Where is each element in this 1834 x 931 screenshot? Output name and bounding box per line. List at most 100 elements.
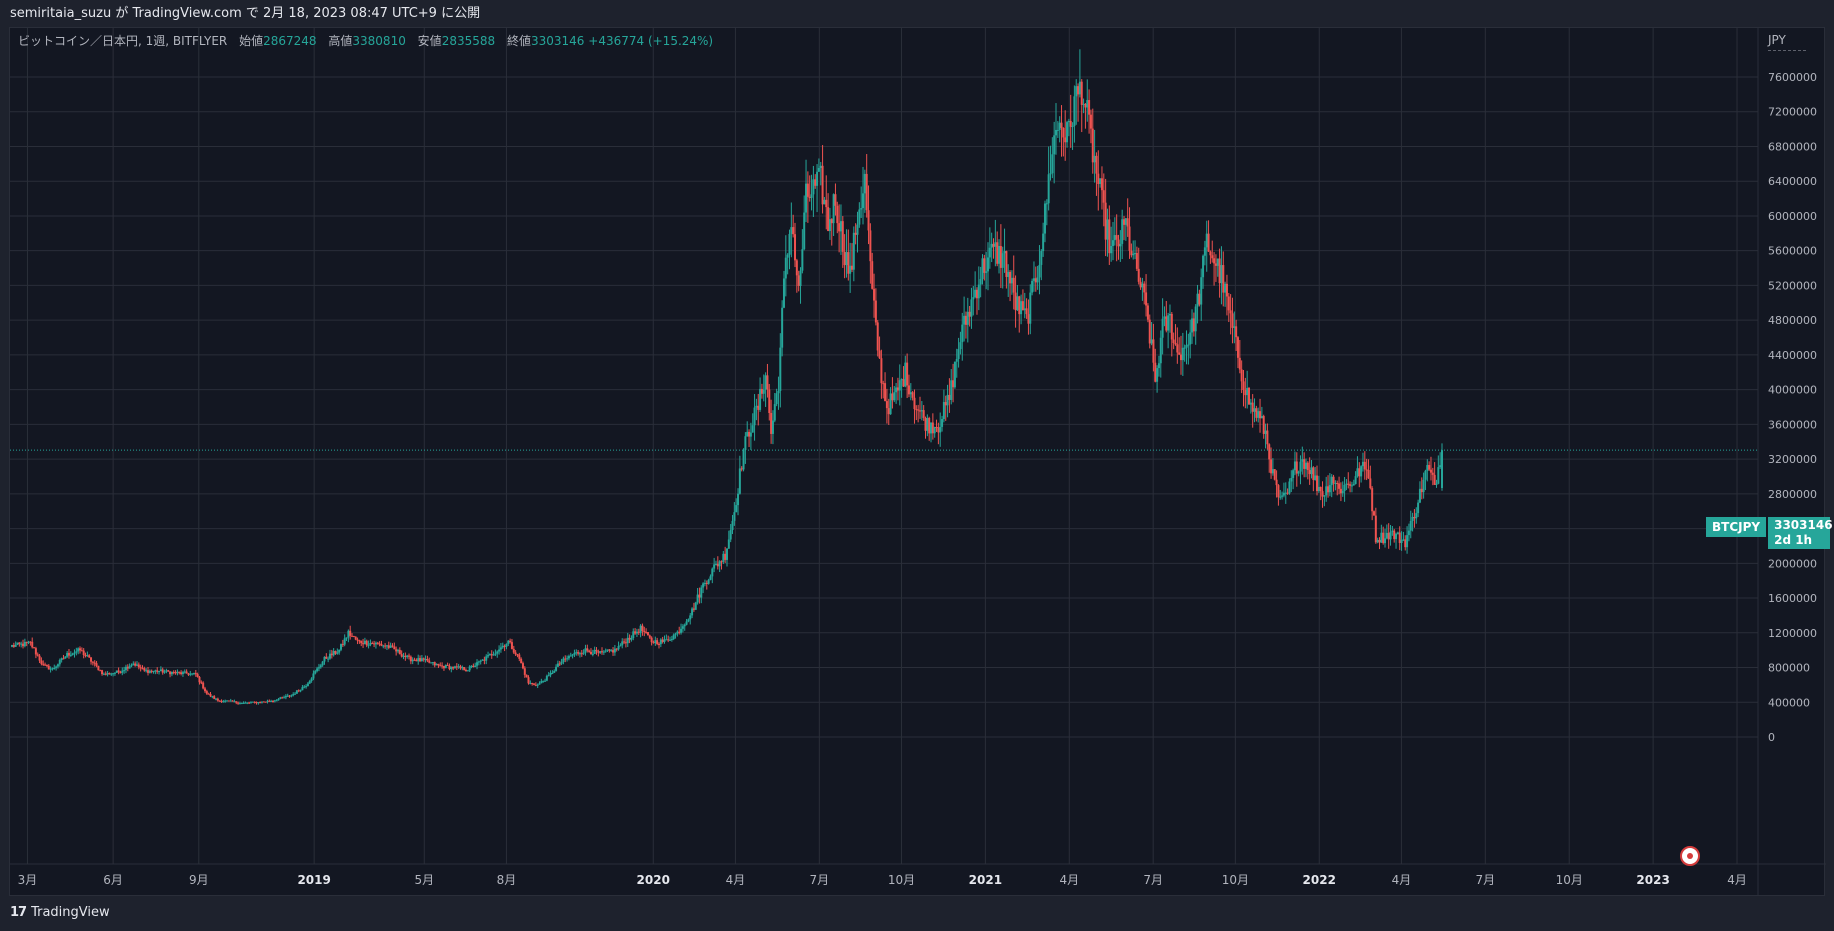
candle-body xyxy=(542,680,545,682)
candle xyxy=(358,639,361,644)
price-tick-label: 0 xyxy=(1768,731,1775,744)
candle-body xyxy=(112,673,115,675)
candle-body xyxy=(670,639,673,641)
candle xyxy=(838,204,841,253)
candle xyxy=(617,641,620,651)
candle xyxy=(623,638,626,644)
grid-lines xyxy=(10,28,1758,864)
candle-body xyxy=(816,171,819,186)
candle-body xyxy=(1148,319,1151,344)
candle xyxy=(18,642,21,647)
candle xyxy=(321,660,324,667)
candle-body xyxy=(93,662,96,664)
candle-body xyxy=(1049,173,1052,175)
candle xyxy=(819,161,822,186)
candle-body xyxy=(1192,318,1195,332)
currency-label[interactable]: JPY xyxy=(1768,33,1806,51)
candle xyxy=(356,637,359,645)
tradingview-logo[interactable]: 17 TradingView xyxy=(10,905,110,920)
candle xyxy=(73,649,76,658)
candle-body xyxy=(961,324,964,343)
candle xyxy=(1431,467,1434,486)
candle-body xyxy=(801,249,804,271)
high-label: 高値 xyxy=(328,34,353,48)
candle xyxy=(66,650,69,658)
candlestick-chart[interactable]: 0400000800000120000016000002000000240000… xyxy=(10,28,1826,897)
candle-body xyxy=(896,387,899,391)
candle xyxy=(492,651,495,656)
candle xyxy=(113,672,116,676)
time-axis-labels: 3月 6月 9月 2019 5月 8月 2020 4月 7月 10月 2021 4月 7月 10月 2022… xyxy=(18,873,1747,887)
candle xyxy=(1069,94,1072,148)
candle xyxy=(1156,365,1159,393)
candle-body xyxy=(481,659,484,661)
candle-body xyxy=(154,670,157,672)
candle-body xyxy=(1077,86,1080,95)
candle-series xyxy=(11,49,1443,705)
candle xyxy=(527,675,530,685)
candle xyxy=(340,643,343,652)
record-icon[interactable] xyxy=(1680,846,1700,866)
candle xyxy=(578,651,581,658)
candle xyxy=(42,660,45,667)
candle-body xyxy=(514,652,517,655)
candle xyxy=(325,653,328,659)
candle-body xyxy=(661,639,664,642)
candle xyxy=(1060,105,1063,157)
candle-body xyxy=(128,666,131,669)
chart-frame[interactable]: 0400000800000120000016000002000000240000… xyxy=(9,27,1826,897)
candle-body xyxy=(385,645,388,647)
candle-body xyxy=(1023,308,1026,311)
candle-body xyxy=(560,662,563,664)
candle-body xyxy=(683,624,686,627)
candle-body xyxy=(402,655,405,657)
candle xyxy=(498,645,501,655)
candle-body xyxy=(1126,218,1129,227)
price-tick-label: 4400000 xyxy=(1768,349,1817,362)
candle xyxy=(680,623,683,635)
candle xyxy=(689,613,692,625)
candle xyxy=(240,702,243,705)
candle-body xyxy=(25,641,28,643)
candle-body xyxy=(328,653,331,659)
brand-name: TradingView xyxy=(31,905,110,920)
candle xyxy=(79,646,82,654)
candle-body xyxy=(702,583,705,588)
candle xyxy=(926,414,929,437)
candle xyxy=(1349,481,1352,493)
candle-body xyxy=(597,651,600,653)
candle xyxy=(900,378,903,398)
candle-body xyxy=(1420,488,1423,493)
candle-body xyxy=(1056,129,1059,131)
candle xyxy=(1027,299,1030,335)
candle-body xyxy=(990,243,993,248)
candle xyxy=(547,672,550,677)
candle xyxy=(1016,285,1019,312)
candle xyxy=(200,680,203,685)
candle-body xyxy=(1152,339,1155,363)
candle-body xyxy=(999,246,1002,268)
candle-body xyxy=(145,670,148,672)
candle xyxy=(34,646,37,659)
candle xyxy=(542,680,545,683)
candle xyxy=(170,671,173,677)
candle-body xyxy=(200,682,203,684)
candle-body xyxy=(301,687,304,691)
candle xyxy=(540,678,543,684)
candle-body xyxy=(1075,86,1078,97)
candle xyxy=(1437,455,1440,485)
candle xyxy=(1236,336,1239,369)
candle-body xyxy=(435,663,438,666)
candle-body xyxy=(1407,530,1410,536)
candle-body xyxy=(988,247,991,258)
candle xyxy=(1049,145,1052,181)
candle xyxy=(770,399,773,444)
candle-body xyxy=(1202,255,1205,278)
candle xyxy=(159,666,162,672)
candle xyxy=(619,643,622,647)
candle xyxy=(635,628,638,637)
candle-body xyxy=(1231,313,1234,328)
candle xyxy=(808,175,811,202)
candle-body xyxy=(1009,271,1012,284)
candle-body xyxy=(283,697,286,699)
